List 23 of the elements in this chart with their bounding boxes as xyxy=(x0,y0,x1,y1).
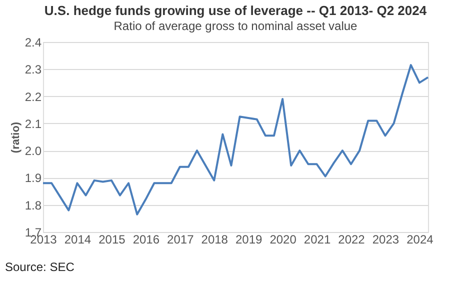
chart-title: U.S. hedge funds growing use of leverage -- Q1 2013- Q2 2024 xyxy=(44,3,428,18)
x-tick-label: 2016 xyxy=(132,232,160,246)
x-tick-label: 2023 xyxy=(372,232,400,246)
chart-subtitle: Ratio of average gross to nominal asset value xyxy=(114,19,358,33)
y-axis-title: (ratio) xyxy=(10,122,22,154)
x-tick-label: 2024 xyxy=(406,232,434,246)
x-tick-label: 2015 xyxy=(98,232,126,246)
x-tick-label: 2019 xyxy=(235,232,263,246)
line-series xyxy=(42,64,429,216)
y-tick-label: 1.9 xyxy=(24,171,42,186)
y-tick-label: 2.2 xyxy=(24,90,42,104)
y-tick-label: 2.4 xyxy=(24,36,42,50)
x-tick-label: 2020 xyxy=(270,232,297,246)
x-tick-label: 2014 xyxy=(64,232,92,246)
x-tick-label: 2017 xyxy=(167,232,194,246)
y-tick-label: 1.8 xyxy=(24,198,42,212)
y-tick-label: 2.3 xyxy=(24,62,42,77)
x-tick-label: 2021 xyxy=(304,232,331,246)
y-tick-label: 2.0 xyxy=(24,144,42,158)
x-tick-label: 2018 xyxy=(201,232,228,246)
x-tick-label: 2022 xyxy=(338,232,366,246)
source-note: Source: SEC xyxy=(5,260,75,274)
y-tick-label: 2.1 xyxy=(24,116,42,131)
